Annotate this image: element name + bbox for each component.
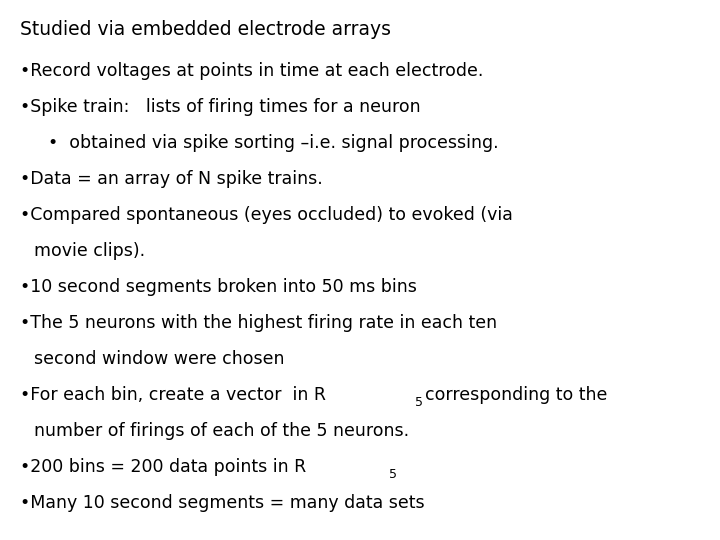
Text: •  obtained via spike sorting –i.e. signal processing.: • obtained via spike sorting –i.e. signa…: [48, 133, 499, 152]
Text: •Compared spontaneous (eyes occluded) to evoked (via: •Compared spontaneous (eyes occluded) to…: [20, 206, 513, 224]
Text: number of firings of each of the 5 neurons.: number of firings of each of the 5 neuro…: [34, 422, 409, 440]
Text: •Record voltages at points in time at each electrode.: •Record voltages at points in time at ea…: [20, 62, 483, 79]
Text: •For each bin, create a vector  in R: •For each bin, create a vector in R: [20, 386, 326, 403]
Text: •10 second segments broken into 50 ms bins: •10 second segments broken into 50 ms bi…: [20, 278, 417, 295]
Text: •200 bins = 200 data points in R: •200 bins = 200 data points in R: [20, 457, 306, 476]
Text: second window were chosen: second window were chosen: [34, 349, 284, 368]
Text: 5: 5: [415, 396, 423, 409]
Text: 5: 5: [390, 468, 397, 481]
Text: •Data = an array of N spike trains.: •Data = an array of N spike trains.: [20, 170, 323, 187]
Text: •The 5 neurons with the highest firing rate in each ten: •The 5 neurons with the highest firing r…: [20, 314, 497, 332]
Text: •Spike train:   lists of firing times for a neuron: •Spike train: lists of firing times for …: [20, 98, 420, 116]
Text: Studied via embedded electrode arrays: Studied via embedded electrode arrays: [20, 20, 391, 39]
Text: movie clips).: movie clips).: [34, 241, 145, 260]
Text: •Many 10 second segments = many data sets: •Many 10 second segments = many data set…: [20, 494, 425, 511]
Text: corresponding to the: corresponding to the: [426, 386, 608, 403]
